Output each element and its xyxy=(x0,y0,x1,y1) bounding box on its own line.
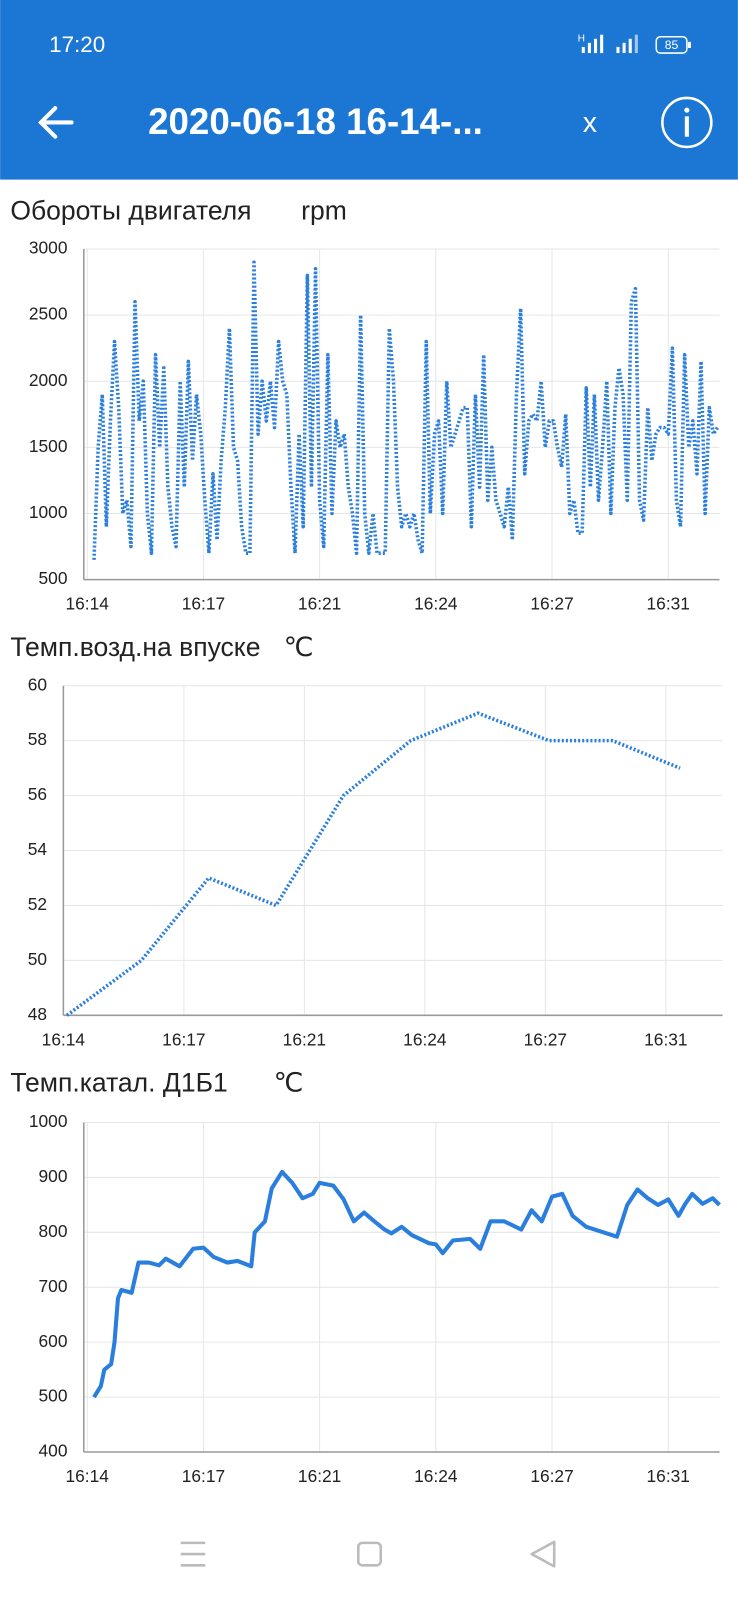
x-tick-label: 16:27 xyxy=(530,1466,573,1486)
home-button[interactable] xyxy=(357,1541,383,1567)
y-tick-label: 50 xyxy=(28,949,47,969)
back-button[interactable] xyxy=(38,106,74,139)
x-tick-label: 16:27 xyxy=(524,1029,567,1049)
x-tick-label: 16:24 xyxy=(414,1466,458,1486)
data-line xyxy=(65,711,681,1017)
data-line xyxy=(92,1169,721,1399)
x-tick-label: 16:17 xyxy=(182,1466,225,1486)
chart-unit: ℃ xyxy=(284,632,314,662)
y-tick-label: 54 xyxy=(28,839,48,859)
y-tick-label: 1500 xyxy=(29,436,68,456)
y-tick-label: 500 xyxy=(39,568,68,588)
app-title: 2020-06-18 16-14-... xyxy=(148,101,483,142)
y-tick-label: 3000 xyxy=(29,238,68,258)
battery xyxy=(655,35,688,54)
x-tick-label: 16:17 xyxy=(162,1029,205,1049)
nav-bar xyxy=(180,1540,556,1568)
x-tick-label: 16:21 xyxy=(298,594,341,614)
x-tick-label: 16:27 xyxy=(530,594,573,614)
x-tick-label: 16:14 xyxy=(66,1466,110,1486)
menu-button[interactable] xyxy=(180,1541,206,1567)
y-tick-label: 52 xyxy=(28,894,47,914)
info-button[interactable] xyxy=(661,96,713,149)
x-tick-label: 16:24 xyxy=(403,1029,447,1049)
y-tick-label: 1000 xyxy=(29,502,68,522)
chart-title: Обороты двигателя xyxy=(10,195,251,225)
x-tick-label: 16:31 xyxy=(644,1029,687,1049)
x-tick-label: 16:17 xyxy=(182,594,225,614)
y-tick-label: 1000 xyxy=(29,1111,68,1131)
y-tick-label: 48 xyxy=(28,1004,47,1024)
y-tick-label: 800 xyxy=(39,1221,68,1241)
chart-title: Темп.катал. Д1Б1 xyxy=(10,1068,227,1098)
y-tick-label: 2000 xyxy=(29,370,68,390)
y-tick-label: 2500 xyxy=(29,304,68,324)
data-line xyxy=(92,260,719,560)
battery-tip xyxy=(687,41,691,48)
chart-unit: ℃ xyxy=(274,1068,304,1098)
y-tick-label: 600 xyxy=(39,1331,68,1351)
signal-icons: H xyxy=(578,33,638,54)
y-tick-label: 400 xyxy=(39,1441,68,1461)
y-tick-label: 58 xyxy=(28,729,47,749)
x-tick-label: 16:21 xyxy=(298,1466,341,1486)
x-tick-label: 16:21 xyxy=(283,1029,326,1049)
y-tick-label: 56 xyxy=(28,784,47,804)
y-tick-label: 60 xyxy=(28,674,47,694)
network-type: H xyxy=(578,33,585,44)
y-tick-label: 700 xyxy=(39,1276,68,1296)
x-tick-label: 16:24 xyxy=(414,594,458,614)
y-tick-label: 500 xyxy=(39,1386,68,1406)
back-nav-button[interactable] xyxy=(530,1540,556,1568)
x-tick-label: 16:14 xyxy=(42,1029,86,1049)
y-tick-label: 900 xyxy=(39,1166,68,1186)
x-tick-label: 16:31 xyxy=(647,1466,690,1486)
chart-title: Темп.возд.на впуске xyxy=(10,632,260,662)
chart-unit: rpm xyxy=(301,195,347,225)
app-header xyxy=(0,0,738,180)
x-tick-label: 16:14 xyxy=(66,594,110,614)
x-tick-label: 16:31 xyxy=(647,594,690,614)
close-button[interactable]: x xyxy=(583,107,597,139)
battery-level: 85 xyxy=(665,38,679,52)
status-time: 17:20 xyxy=(49,32,105,57)
